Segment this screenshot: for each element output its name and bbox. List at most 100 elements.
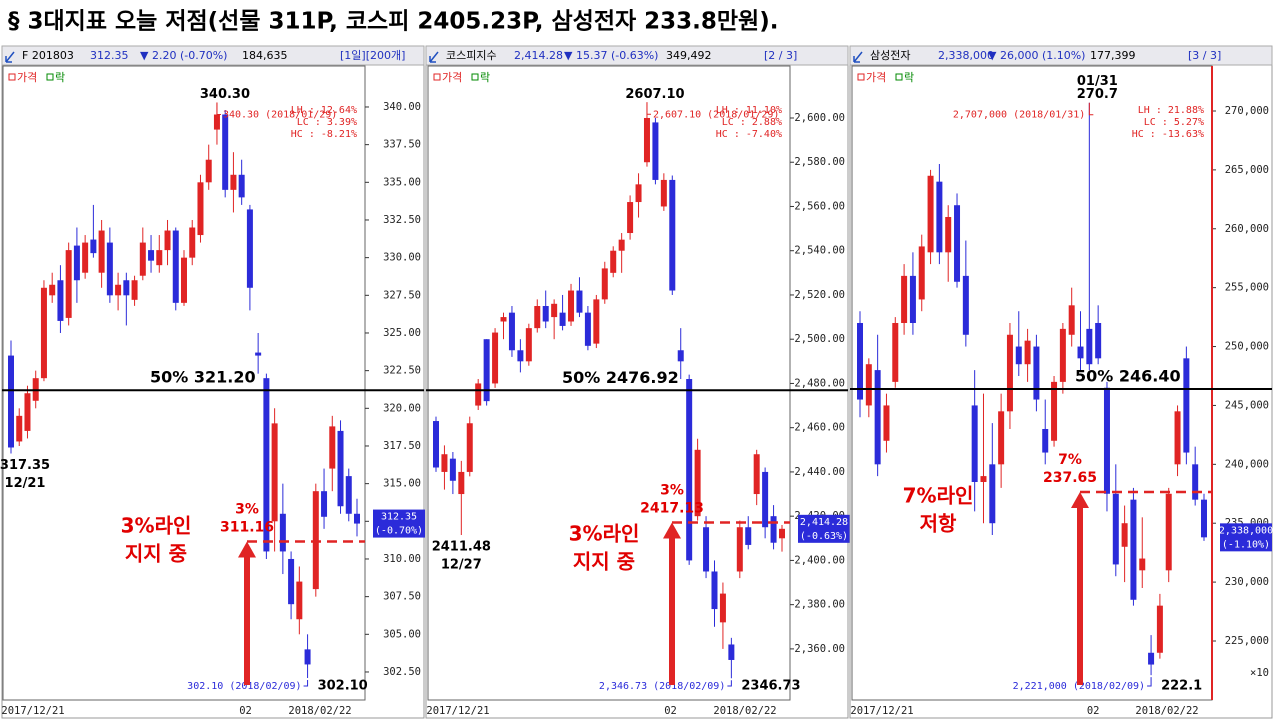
candle-body (288, 558, 295, 605)
y-tick-label: 2,520.00 (794, 289, 845, 301)
start-label: 2411.48 (432, 540, 491, 555)
y-tick-label: 2,460.00 (794, 422, 845, 434)
candle-body (475, 383, 482, 406)
panel-header (849, 45, 1273, 66)
candle-body (1121, 523, 1128, 547)
y-tick-label: 310.00 (383, 553, 421, 565)
candle-body (998, 411, 1005, 465)
start-label: 12/21 (5, 476, 46, 491)
mid-label: 50% 246.40 (1075, 366, 1181, 385)
price-badge (1220, 523, 1272, 552)
mid-label: 50% 321.20 (150, 368, 256, 387)
price-badge (373, 509, 425, 538)
y-tick-label: 270,000 (1225, 105, 1269, 117)
candle-body (883, 405, 890, 441)
candle-body (1174, 411, 1181, 465)
high-pointer (1088, 102, 1094, 116)
candle-body (1139, 558, 1146, 571)
y-tick-label: 2,580.00 (794, 156, 845, 168)
header-field: [3 / 3] (1188, 49, 1221, 62)
x-tick-label: 02 (664, 705, 677, 717)
candle-body (90, 239, 97, 254)
candle-body (901, 275, 908, 323)
high-note: 2,707,000 (2018/01/31) (953, 110, 1085, 121)
stat: HC : -8.21% (291, 129, 357, 140)
candle-body (508, 312, 515, 351)
header-field: ▼ 26,000 (1.10%) (988, 49, 1085, 62)
price-badge-text: (-0.63%) (800, 531, 848, 542)
candle-body (1033, 346, 1040, 400)
candle-body (181, 257, 187, 303)
candle-body (618, 239, 625, 251)
header-field: 코스피지수 (446, 49, 497, 62)
x-tick-label: 02 (239, 705, 252, 717)
y-tick-label: 307.50 (383, 591, 421, 603)
candle-body (1192, 464, 1199, 500)
y-tick-label: 340.00 (383, 101, 421, 113)
candle-body (255, 352, 262, 356)
candle-body (1086, 328, 1093, 365)
candle-body (542, 306, 549, 322)
candle-body (927, 175, 934, 253)
candle-body (857, 322, 863, 400)
candle-body (660, 179, 667, 207)
panel-frame (849, 45, 1273, 719)
x-tick-label: 2018/02/22 (1135, 705, 1198, 717)
y-tick-label: 2,540.00 (794, 245, 845, 257)
candle-body (57, 280, 64, 321)
price-badge-text: 2,414.28 (800, 517, 848, 528)
candle-body (568, 290, 575, 322)
legend-icon (895, 73, 903, 81)
candle-body (164, 230, 171, 251)
y-tick-label: 240,000 (1225, 458, 1269, 470)
stat: LC : 2.88% (722, 117, 782, 128)
header-icon (429, 51, 439, 63)
callout: 3%라인 (121, 514, 192, 538)
candle-body (1156, 605, 1163, 653)
high-pointer (646, 102, 651, 115)
start-label: 317.35 (0, 458, 50, 473)
candle-body (1112, 493, 1119, 565)
high-note: 340.30 (2018/01/29) (223, 109, 337, 120)
candle-body (652, 122, 659, 180)
x-tick-label: 2017/12/21 (1, 705, 64, 717)
support-label: 3% (235, 502, 259, 518)
low-label: 2346.73 (741, 679, 800, 694)
callout: 저항 (920, 512, 957, 536)
header-field: ▼ 2.20 (-0.70%) (140, 49, 227, 62)
callout: 3%라인 (569, 522, 640, 546)
stat: HC : -7.40% (716, 129, 782, 140)
legend-icon (857, 73, 865, 81)
plot-area (2, 65, 366, 701)
high-label: 01/31 (1077, 74, 1118, 89)
support-label: 237.65 (1043, 470, 1097, 486)
candle-body (753, 454, 760, 495)
y-tick-label: 317.50 (383, 440, 421, 452)
y-tick-label: 2,360.00 (794, 643, 845, 655)
candle-body (525, 328, 532, 362)
candle-body (1042, 428, 1049, 453)
y-tick-label: 315.00 (383, 478, 421, 490)
legend-label: 가격 (17, 71, 37, 84)
high-label: 340.30 (200, 87, 250, 102)
axis-unit: ×10 (1250, 667, 1269, 679)
candle-body (954, 205, 961, 282)
candle-body (1015, 346, 1022, 365)
legend-label: 락 (480, 71, 490, 84)
stat: HC : -13.63% (1132, 129, 1204, 140)
x-tick-label: 2018/02/22 (713, 705, 776, 717)
low-note: 2,221,000 (2018/02/09) (1013, 681, 1145, 692)
candle-body (40, 287, 47, 379)
candle-body (279, 513, 286, 552)
candle-body (1068, 305, 1075, 335)
price-badge-text: (-0.70%) (375, 526, 423, 537)
candle-body (139, 242, 146, 276)
y-tick-label: 2,400.00 (794, 554, 845, 566)
stat: LC : 5.27% (1144, 117, 1204, 128)
y-tick-label: 225,000 (1225, 635, 1269, 647)
legend-label: 락 (55, 71, 65, 84)
candle-body (492, 332, 499, 384)
candle-body (296, 581, 303, 620)
candle-body (534, 306, 541, 329)
